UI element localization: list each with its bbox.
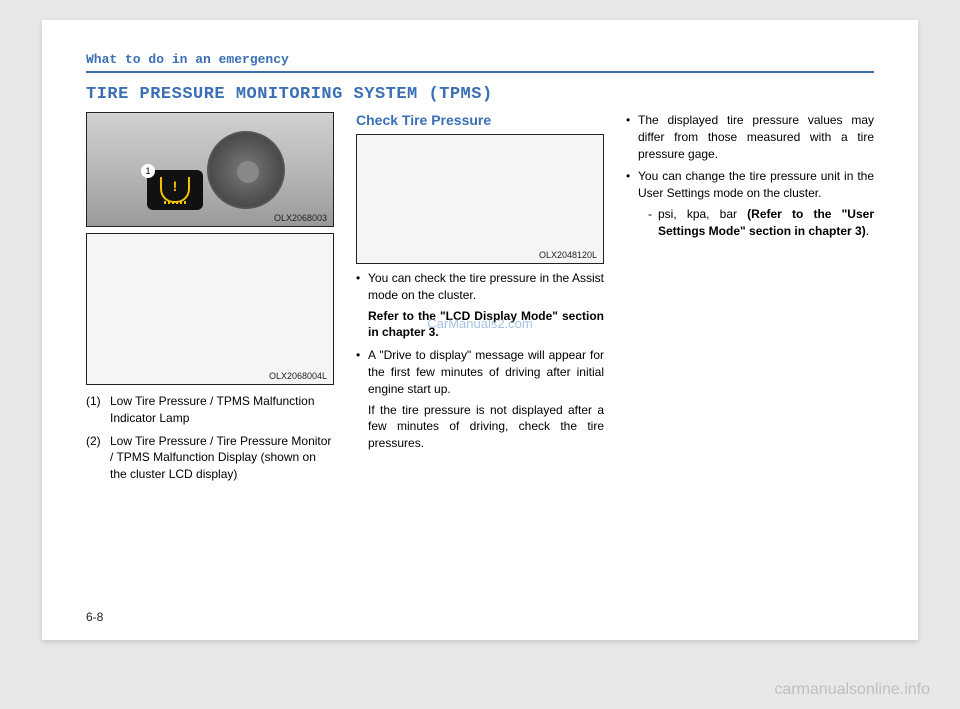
figure-code: OLX2048120L bbox=[539, 250, 597, 260]
bullet-footnote-bold: Refer to the "LCD Display Mode" section … bbox=[368, 308, 604, 342]
figure-code: OLX2068004L bbox=[269, 371, 327, 381]
bullet-text: The displayed tire pressure values may d… bbox=[638, 113, 874, 161]
tpms-warning-badge: 1 bbox=[147, 170, 203, 210]
bullet-item: You can change the tire pressure unit in… bbox=[626, 168, 874, 239]
column-3: The displayed tire pressure values may d… bbox=[626, 112, 874, 489]
item-text: Low Tire Pressure / TPMS Malfunction Ind… bbox=[110, 393, 334, 427]
page-title: TIRE PRESSURE MONITORING SYSTEM (TPMS) bbox=[86, 85, 874, 104]
sub-list: psi, kpa, bar (Refer to the "User Settin… bbox=[638, 206, 874, 240]
figure-dashboard: 1 OLX2068003 bbox=[86, 112, 334, 227]
bullet-text: A "Drive to display" message will appear… bbox=[368, 348, 604, 396]
column-1: 1 OLX2068003 OLX2068004L (1) Low Tire Pr… bbox=[86, 112, 334, 489]
figure-code: OLX2068003 bbox=[274, 213, 327, 223]
page-number: 6-8 bbox=[86, 610, 103, 624]
bullet-text: You can check the tire pressure in the A… bbox=[368, 271, 604, 302]
item-text: Low Tire Pressure / Tire Pressure Monito… bbox=[110, 433, 334, 483]
list-item: (1) Low Tire Pressure / TPMS Malfunction… bbox=[86, 393, 334, 427]
figure-placeholder: OLX2068004L bbox=[86, 233, 334, 385]
item-number: (2) bbox=[86, 433, 110, 483]
figure-placeholder: OLX2048120L bbox=[356, 134, 604, 264]
manual-page: What to do in an emergency TIRE PRESSURE… bbox=[42, 20, 918, 640]
bullet-item: You can check the tire pressure in the A… bbox=[356, 270, 604, 341]
bullet-list: The displayed tire pressure values may d… bbox=[626, 112, 874, 240]
sub-lead: psi, kpa, bar bbox=[658, 207, 747, 221]
bullet-item: A "Drive to display" message will appear… bbox=[356, 347, 604, 452]
bullet-text: You can change the tire pressure unit in… bbox=[638, 169, 874, 200]
content-columns: 1 OLX2068003 OLX2068004L (1) Low Tire Pr… bbox=[86, 112, 874, 489]
bullet-list: You can check the tire pressure in the A… bbox=[356, 270, 604, 452]
sub-tail: . bbox=[866, 224, 869, 238]
list-item: (2) Low Tire Pressure / Tire Pressure Mo… bbox=[86, 433, 334, 483]
subsection-title: Check Tire Pressure bbox=[356, 112, 604, 128]
numbered-list: (1) Low Tire Pressure / TPMS Malfunction… bbox=[86, 393, 334, 483]
section-header: What to do in an emergency bbox=[86, 52, 874, 73]
watermark-bottom: carmanualsonline.info bbox=[774, 681, 930, 699]
item-number: (1) bbox=[86, 393, 110, 427]
bullet-footnote: If the tire pressure is not displayed af… bbox=[368, 402, 604, 452]
column-2: Check Tire Pressure OLX2048120L You can … bbox=[356, 112, 604, 489]
bullet-item: The displayed tire pressure values may d… bbox=[626, 112, 874, 162]
callout-number: 1 bbox=[141, 164, 155, 178]
sub-item: psi, kpa, bar (Refer to the "User Settin… bbox=[648, 206, 874, 240]
tpms-icon bbox=[160, 177, 190, 203]
steering-wheel-illustration bbox=[207, 131, 285, 209]
